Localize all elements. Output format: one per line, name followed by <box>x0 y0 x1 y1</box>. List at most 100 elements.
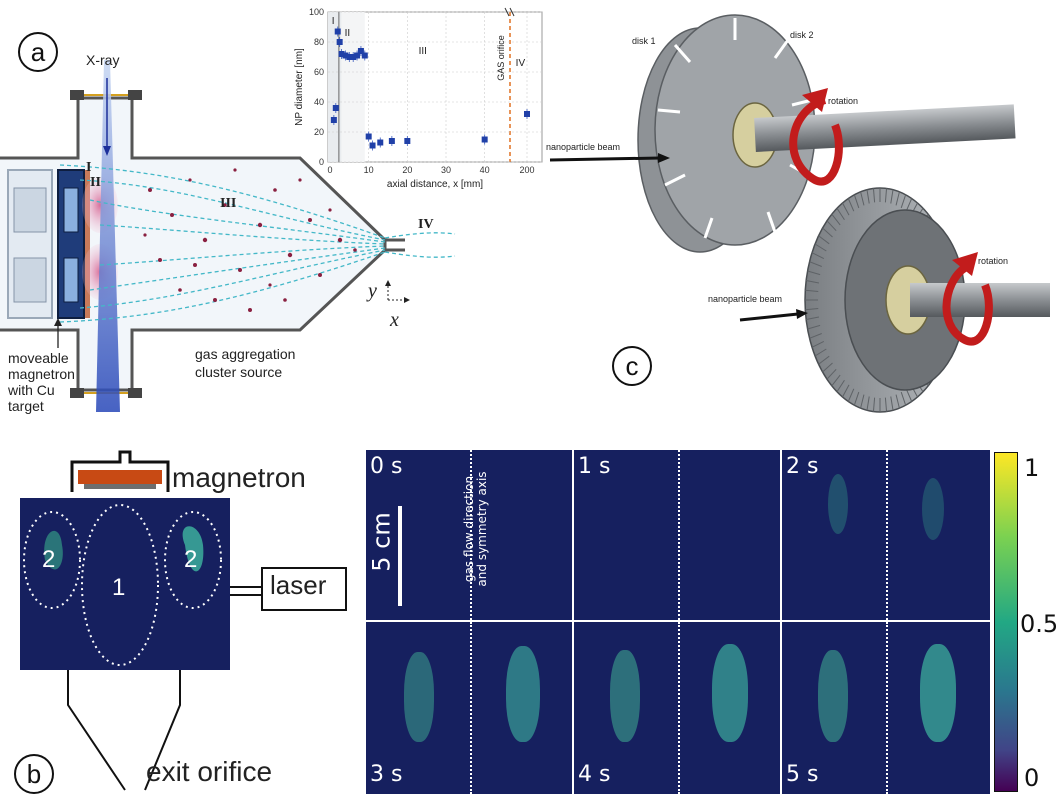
rotation-arrow-head <box>952 252 978 276</box>
xray-arrow-head <box>103 146 111 156</box>
xray-beam <box>96 60 120 412</box>
exit-funnel <box>67 670 181 791</box>
data-point <box>369 142 376 149</box>
frame-time-label: 3 s <box>370 762 403 787</box>
fin <box>818 355 830 365</box>
fin <box>807 324 821 330</box>
plume <box>828 474 848 534</box>
fin <box>826 368 837 380</box>
symmetry-axis <box>886 450 888 620</box>
fin <box>853 391 860 406</box>
fin <box>831 213 841 226</box>
data-point <box>346 54 353 60</box>
panel-letter: a <box>30 36 46 67</box>
plume <box>818 650 848 742</box>
flange <box>128 90 142 100</box>
frame-1s: 1 s <box>574 450 780 620</box>
fin <box>809 261 822 267</box>
flange <box>128 388 142 398</box>
fin <box>847 198 855 212</box>
data-point <box>377 139 384 146</box>
fin <box>836 380 845 393</box>
x-tick-label: 30 <box>441 165 451 175</box>
fin <box>900 194 907 209</box>
fin <box>872 397 876 412</box>
chamber-outline <box>0 96 387 392</box>
symmetry-axis <box>470 450 472 620</box>
beam-arrow <box>549 156 661 162</box>
disk1-label: disk 1 <box>632 36 656 46</box>
fin <box>809 333 822 339</box>
plume <box>610 650 640 742</box>
axis-y-label: y <box>368 280 377 302</box>
shaft <box>910 283 1050 317</box>
fin <box>895 191 900 206</box>
fin <box>866 396 870 411</box>
rotation-arrow <box>789 96 843 186</box>
x-tick-label: 10 <box>364 165 374 175</box>
symmetry-axis <box>470 622 472 794</box>
cu-target <box>85 170 90 318</box>
magnetron-plate <box>84 484 156 489</box>
frame-5s: 5 s <box>782 622 990 794</box>
frame-2s: 2 s <box>782 450 990 620</box>
rotation-arrow <box>942 261 993 346</box>
panel-letter: b <box>26 758 42 789</box>
axis-x-label: x <box>390 309 399 331</box>
fin <box>842 202 850 216</box>
np-diameter-chart: 0 20 40 60 80 100 0 10 20 30 40 200 axial distance, … <box>294 7 543 190</box>
region-label-iv: IV <box>418 217 434 232</box>
disk2-label: disk 2 <box>790 30 814 40</box>
panel-letter: c <box>625 350 639 381</box>
data-point <box>365 133 372 140</box>
axis-y-head <box>385 280 391 286</box>
laser-label: laser <box>270 570 327 600</box>
source-caption: gas aggregation cluster source <box>195 345 295 381</box>
magnet <box>13 257 47 303</box>
chart-region-label: II <box>345 28 351 39</box>
fin <box>847 388 855 402</box>
data-point <box>481 136 488 143</box>
caption-line: with Cu <box>8 382 55 398</box>
fin <box>900 391 907 406</box>
flow-axis-line: and symmetry axis <box>475 471 489 587</box>
fin <box>831 374 841 387</box>
fin <box>822 362 833 373</box>
plume <box>44 530 63 570</box>
chart-region-label: IV <box>516 58 526 69</box>
beam-arrow <box>739 312 799 322</box>
exit-tube <box>385 238 405 252</box>
fin <box>811 340 825 348</box>
x-tick-label: 20 <box>402 165 412 175</box>
fin <box>807 270 821 276</box>
fin <box>836 207 845 220</box>
frame-time-label: 4 s <box>578 762 611 787</box>
plume <box>404 652 434 742</box>
beam-arrow-head <box>658 153 670 163</box>
magnetron-target <box>78 470 162 484</box>
frame-time-label: 0 s <box>370 454 403 479</box>
fin <box>805 308 819 311</box>
chart-region-label: I <box>332 16 335 27</box>
magnet <box>13 187 47 233</box>
beam-label: nanoparticle beam <box>708 294 783 304</box>
symmetry-axis <box>678 622 680 794</box>
fin <box>872 188 876 203</box>
y-tick-label: 40 <box>314 97 324 107</box>
beam-arrow-head <box>796 309 808 319</box>
fin <box>890 189 894 204</box>
data-point <box>388 138 395 144</box>
y-tick-label: 20 <box>314 127 324 137</box>
fin <box>818 235 830 245</box>
panel-label-b: b <box>14 754 54 794</box>
fin <box>814 348 827 357</box>
data-point <box>357 48 364 54</box>
fin <box>806 316 820 320</box>
symmetry-axis <box>886 622 888 794</box>
y-tick-label: 0 <box>319 157 324 167</box>
plume <box>506 646 540 742</box>
y-tick-label: 80 <box>314 37 324 47</box>
data-point <box>524 111 530 117</box>
frame-time-label: 2 s <box>786 454 819 479</box>
